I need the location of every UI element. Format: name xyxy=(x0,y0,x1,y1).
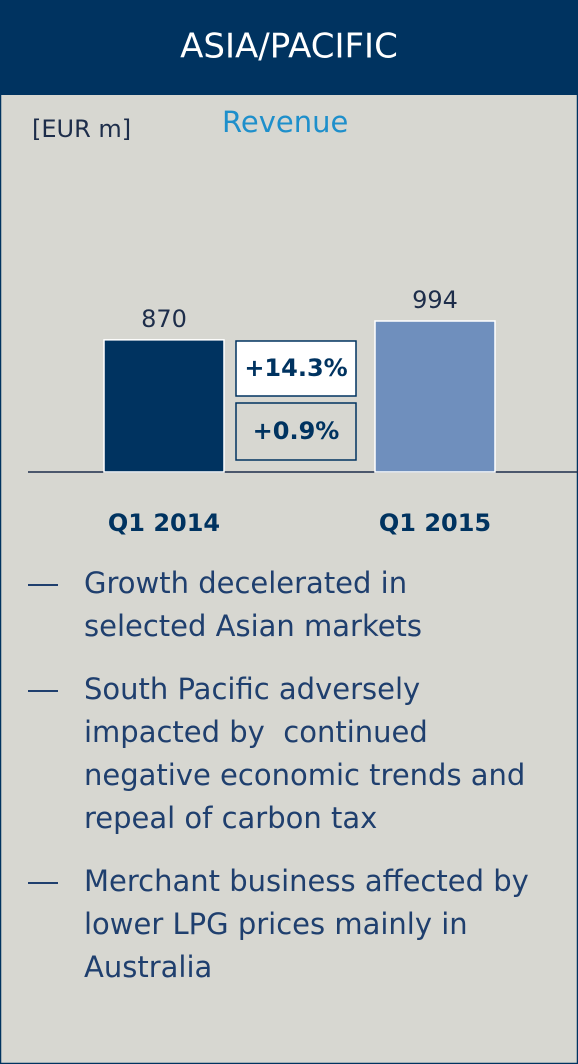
bullet-text: impacted by continued xyxy=(84,715,428,749)
value-label: 870 xyxy=(141,305,187,333)
annotation-box xyxy=(235,340,357,397)
bullet-text: South Pacific adversely xyxy=(84,672,420,706)
header-title: ASIA/PACIFIC xyxy=(180,27,398,67)
value-label: 994 xyxy=(412,286,458,314)
chart-title: Revenue xyxy=(222,105,348,139)
bullet-text: negative economic trends and xyxy=(84,758,525,792)
x-tick-label: Q1 2015 xyxy=(379,509,491,537)
header-band xyxy=(0,0,578,95)
bullet-text: Growth decelerated in xyxy=(84,566,407,600)
annotation: +0.9% xyxy=(253,417,340,445)
bullet-text: repeal of carbon tax xyxy=(84,801,377,835)
unit-label: [EUR m] xyxy=(32,115,131,143)
x-tick-label: Q1 2014 xyxy=(108,509,220,537)
bullet-text: lower LPG prices mainly in xyxy=(84,907,468,941)
bar xyxy=(103,339,225,473)
bar xyxy=(374,320,496,473)
bullet-text: Merchant business affected by xyxy=(84,864,529,898)
bullet-text: selected Asian markets xyxy=(84,609,422,643)
annotation: +14.3% xyxy=(244,354,347,382)
annotation-box xyxy=(235,402,357,461)
bullet-text: Australia xyxy=(84,950,212,984)
